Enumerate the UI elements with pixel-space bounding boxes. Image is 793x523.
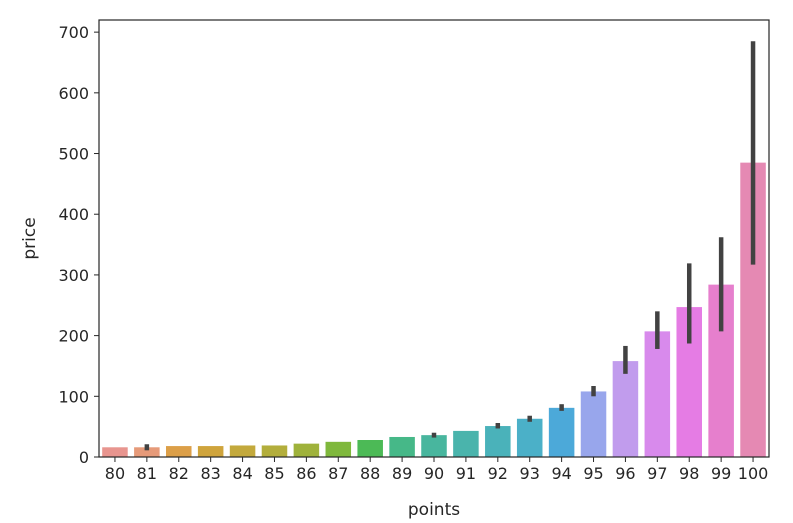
bar-88	[357, 440, 383, 457]
y-tick-label: 300	[58, 266, 89, 285]
x-tick-label: 91	[456, 464, 476, 483]
x-tick-label: 83	[200, 464, 220, 483]
y-axis: 0 100 200 300 400 500 600 700	[58, 23, 99, 467]
x-tick-label: 82	[169, 464, 189, 483]
x-tick-label: 98	[679, 464, 699, 483]
bar-94	[548, 407, 575, 457]
x-axis: 80 81 82 83 84 85 86 87 88 89 90 91 92 93 94 95 96 97 98 99…	[105, 457, 769, 483]
bar-90	[421, 435, 447, 457]
x-tick-label: 81	[137, 464, 157, 483]
error-bars-layer	[144, 41, 756, 451]
bar-86	[293, 443, 320, 457]
bar-81	[134, 447, 160, 457]
x-tick-label: 80	[105, 464, 125, 483]
bar-97	[644, 331, 671, 457]
x-tick-label: 94	[551, 464, 571, 483]
y-tick-label: 200	[58, 327, 89, 346]
bar-89	[389, 436, 415, 457]
x-tick-label: 89	[392, 464, 412, 483]
bar-87	[325, 441, 352, 457]
bar-84	[229, 445, 256, 457]
y-tick-label: 500	[58, 145, 89, 164]
bars-layer	[102, 162, 766, 457]
x-tick-label: 96	[615, 464, 635, 483]
y-axis-label: price	[20, 217, 40, 259]
y-tick-label: 600	[58, 84, 89, 103]
bar-83	[197, 446, 224, 457]
x-tick-label: 90	[424, 464, 444, 483]
bar-93	[516, 418, 543, 457]
y-tick-label: 100	[58, 387, 89, 406]
bar-92	[485, 426, 511, 457]
bar-85	[261, 445, 288, 457]
bar-96	[612, 361, 639, 457]
y-tick-label: 700	[58, 23, 89, 42]
x-axis-label: points	[408, 500, 460, 520]
bar-80	[102, 447, 128, 457]
x-tick-label: 87	[328, 464, 348, 483]
bar-91	[453, 430, 479, 457]
x-tick-label: 97	[647, 464, 667, 483]
y-tick-label: 400	[58, 205, 89, 224]
bar-82	[166, 446, 192, 457]
bar-95	[580, 391, 607, 457]
x-tick-label: 93	[520, 464, 540, 483]
x-tick-label: 100	[738, 464, 769, 483]
x-tick-label: 95	[583, 464, 603, 483]
x-tick-label: 85	[264, 464, 284, 483]
x-tick-label: 92	[488, 464, 508, 483]
x-tick-label: 84	[232, 464, 252, 483]
x-tick-label: 88	[360, 464, 380, 483]
y-tick-label: 0	[79, 448, 89, 467]
x-tick-label: 99	[711, 464, 731, 483]
x-tick-label: 86	[296, 464, 316, 483]
